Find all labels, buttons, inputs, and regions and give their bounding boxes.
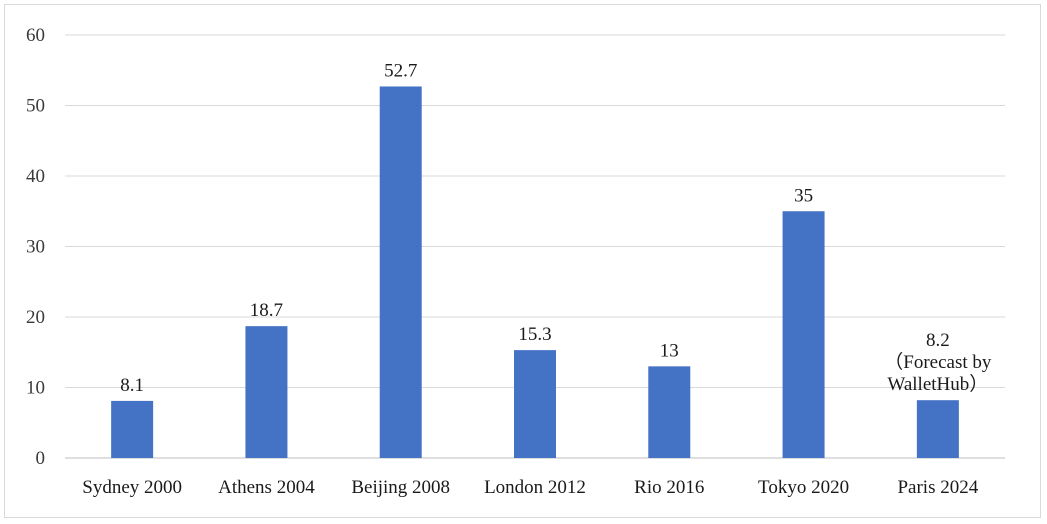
y-tick-label: 0 — [36, 448, 46, 469]
x-category-label: Sydney 2000 — [82, 477, 182, 498]
data-label: （Forecast by — [884, 351, 992, 373]
bar — [245, 326, 288, 458]
y-tick-label: 10 — [26, 378, 45, 399]
x-category-label: London 2012 — [484, 477, 586, 498]
y-tick-label: 30 — [26, 237, 45, 258]
x-category-label: Athens 2004 — [218, 477, 315, 498]
bar-chart: 0 10 20 30 40 50 60 8.1 18.7 52.7 15.3 13 35 8.2（For… — [26, 25, 1005, 498]
data-labels: 8.1 18.7 52.7 15.3 13 35 8.2（Forecast byWallet… — [120, 60, 992, 395]
data-label: 13 — [660, 340, 679, 361]
x-category-label: Tokyo 2020 — [758, 477, 849, 498]
x-category-label: Paris 2024 — [897, 477, 978, 498]
bar — [111, 400, 154, 458]
data-label: 15.3 — [518, 324, 551, 345]
y-tick-label: 40 — [26, 166, 45, 187]
bar — [916, 400, 959, 458]
data-label: WalletHub） — [887, 373, 988, 395]
gridlines — [65, 34, 1005, 459]
bar — [648, 366, 691, 458]
data-label: 52.7 — [384, 60, 417, 81]
bars — [111, 86, 959, 458]
data-label: 35 — [794, 185, 813, 206]
data-label: 8.1 — [120, 375, 144, 396]
y-axis-ticks: 0 10 20 30 40 50 60 — [26, 25, 45, 469]
x-category-label: Beijing 2008 — [351, 477, 450, 498]
data-label: 18.7 — [250, 300, 283, 321]
bar — [514, 350, 556, 458]
bar — [379, 86, 422, 458]
bar — [782, 211, 825, 458]
x-axis-categories: Sydney 2000 Athens 2004 Beijing 2008 London… — [82, 477, 978, 498]
data-label: 8.2 — [926, 330, 950, 351]
y-tick-label: 20 — [26, 307, 45, 328]
chart-frame: 0 10 20 30 40 50 60 8.1 18.7 52.7 15.3 13 35 8.2 （For… — [4, 4, 1041, 518]
y-tick-label: 50 — [26, 96, 45, 117]
y-tick-label: 60 — [26, 25, 45, 46]
x-category-label: Rio 2016 — [634, 477, 704, 498]
